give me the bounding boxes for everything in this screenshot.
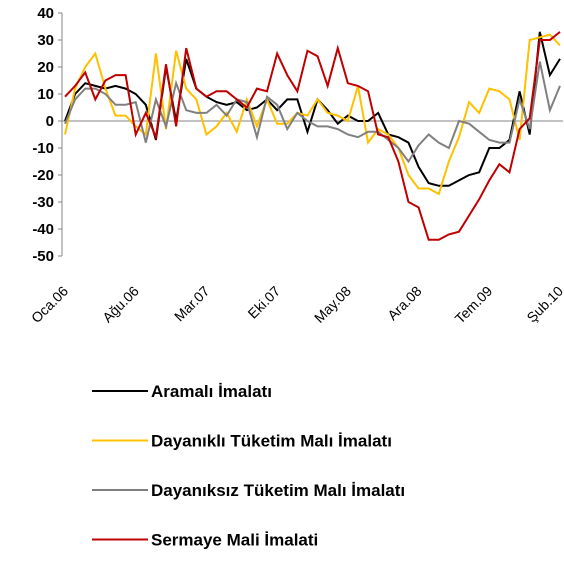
series-line <box>64 31 561 241</box>
x-tick-label: Tem.09 <box>452 283 496 327</box>
y-tick-label: -20 <box>32 167 54 184</box>
x-tick-label: Mar.07 <box>171 283 213 325</box>
x-tick-label: Şub.10 <box>523 283 564 326</box>
y-tick-label: -40 <box>32 221 54 238</box>
legend-label: Dayanıklı Tüketim Malı İmalatı <box>151 432 392 451</box>
y-tick-label: 0 <box>46 113 54 130</box>
x-tick-label: Ağu.06 <box>99 283 142 326</box>
x-tick-label: Ara.08 <box>384 283 425 324</box>
x-tick-label: May.08 <box>311 283 354 326</box>
series-line <box>64 33 561 196</box>
y-tick-label: -50 <box>32 248 54 265</box>
y-tick-label: -10 <box>32 140 54 157</box>
series-line <box>64 31 561 187</box>
series-line <box>64 61 561 164</box>
y-tick-label: -30 <box>32 194 54 211</box>
legend-label: Sermaye Mali İmalati <box>151 531 318 550</box>
y-tick-label: 30 <box>37 32 54 49</box>
legend-label: Aramalı İmalatı <box>151 382 272 401</box>
legend-label: Dayanıksız Tüketim Malı İmalatı <box>151 481 405 500</box>
y-tick-label: 40 <box>37 5 54 22</box>
y-tick-label: 10 <box>37 86 54 103</box>
x-tick-label: Eki.07 <box>244 283 283 322</box>
y-tick-label: 20 <box>37 59 54 76</box>
x-tick-label: Oca.06 <box>28 283 71 326</box>
